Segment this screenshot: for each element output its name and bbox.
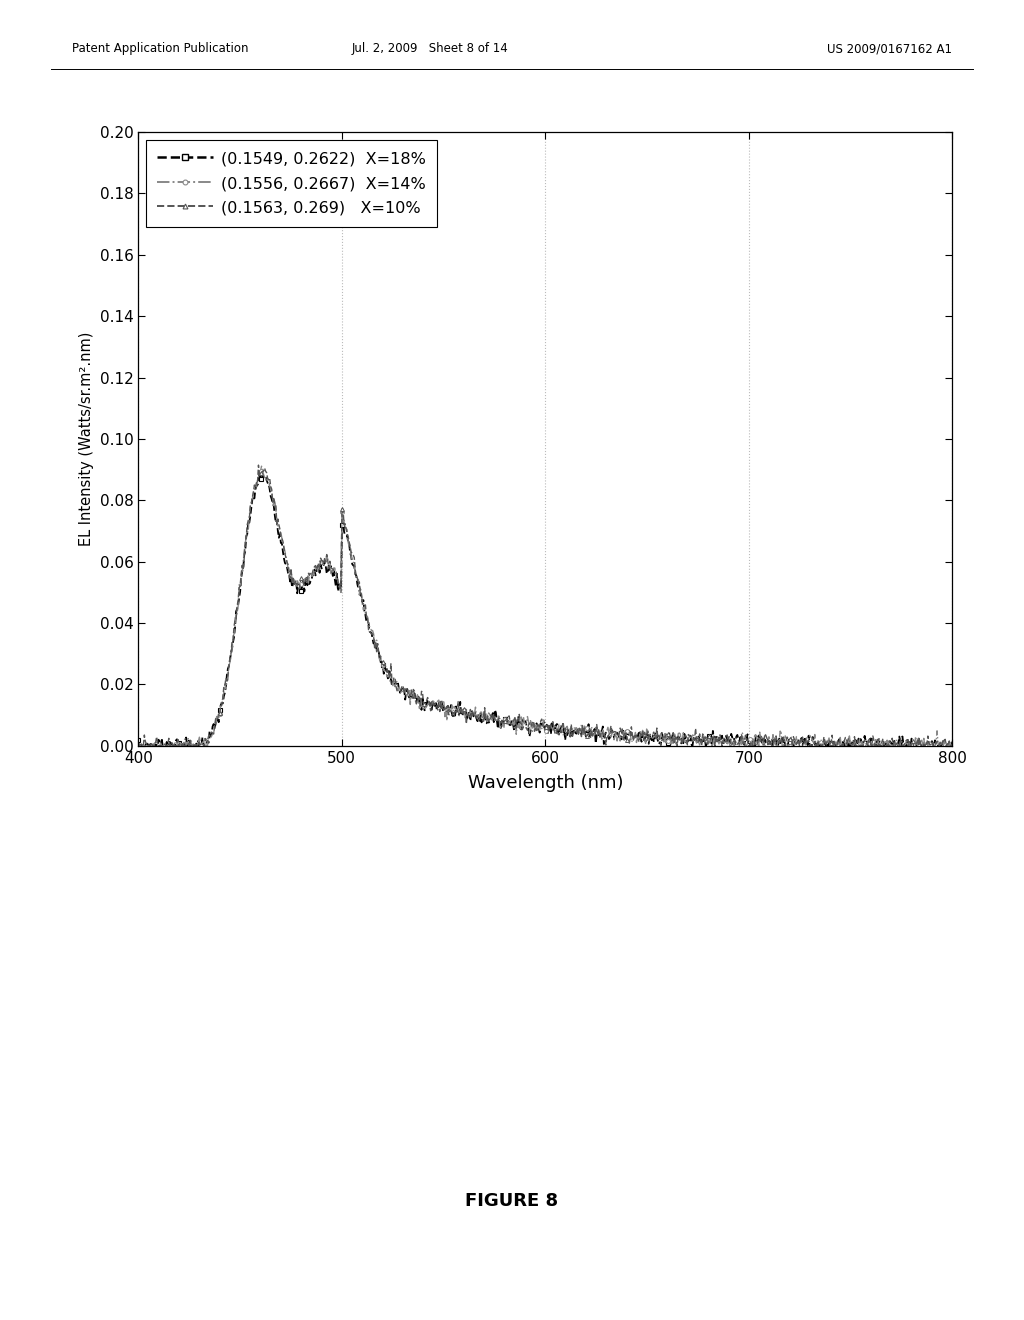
Text: US 2009/0167162 A1: US 2009/0167162 A1	[827, 42, 952, 55]
Y-axis label: EL Intensity (Watts/sr.m².nm): EL Intensity (Watts/sr.m².nm)	[79, 331, 94, 546]
Text: Patent Application Publication: Patent Application Publication	[72, 42, 248, 55]
Legend: (0.1549, 0.2622)  X=18%, (0.1556, 0.2667)  X=14%, (0.1563, 0.269)   X=10%: (0.1549, 0.2622) X=18%, (0.1556, 0.2667)…	[146, 140, 437, 227]
Text: FIGURE 8: FIGURE 8	[466, 1192, 558, 1210]
Text: Jul. 2, 2009   Sheet 8 of 14: Jul. 2, 2009 Sheet 8 of 14	[351, 42, 509, 55]
X-axis label: Wavelength (nm): Wavelength (nm)	[468, 774, 623, 792]
